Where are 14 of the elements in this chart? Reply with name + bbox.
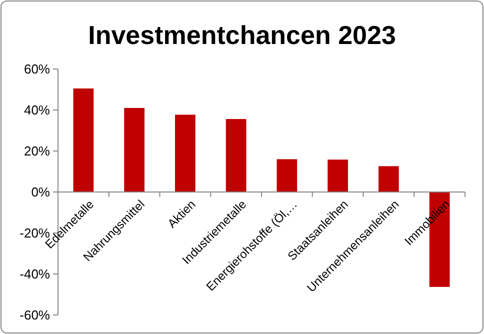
chart-title: Investmentchancen 2023 [88, 20, 396, 50]
y-tick-label: 40% [24, 102, 50, 118]
bar [226, 119, 246, 192]
y-tick-label: 0% [31, 184, 50, 200]
bar [328, 160, 348, 192]
y-tick-label: -40% [20, 266, 50, 282]
bar [378, 166, 399, 192]
y-tick-label: -60% [20, 308, 50, 323]
bar [276, 159, 298, 192]
bar [73, 88, 94, 192]
y-tick-label: 20% [24, 144, 50, 159]
y-tick-label: 60% [24, 62, 50, 77]
bar [124, 108, 144, 192]
bar [175, 114, 196, 192]
